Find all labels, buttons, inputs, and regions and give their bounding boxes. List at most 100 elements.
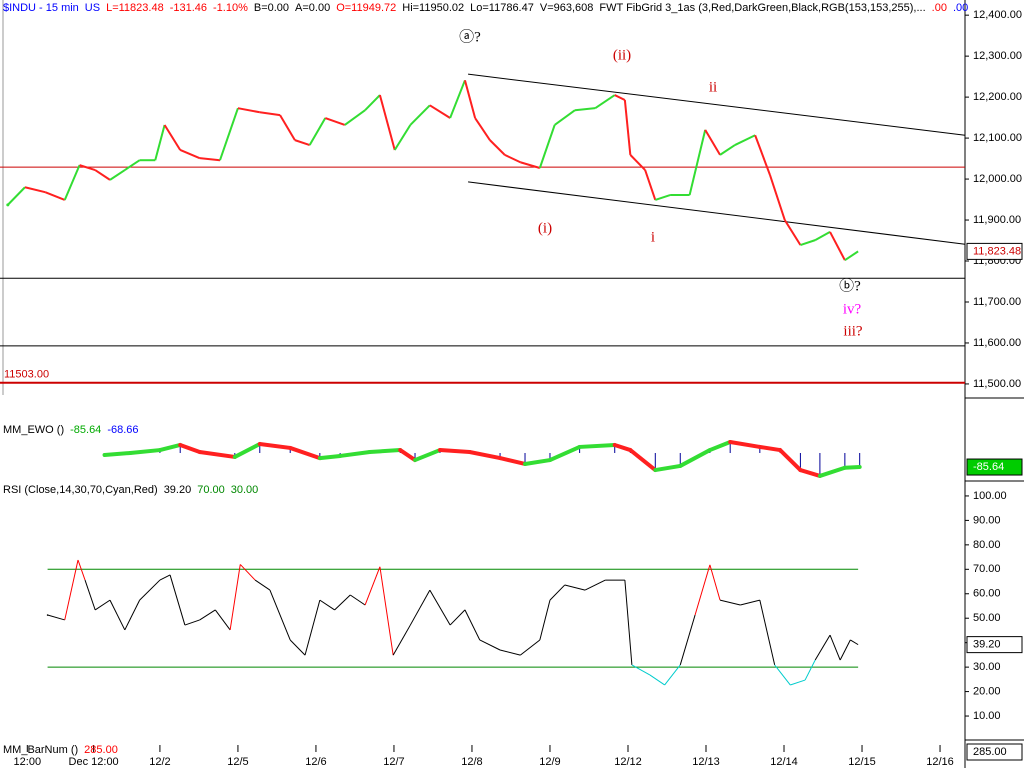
ewo-segment bbox=[778, 448, 803, 473]
rsi-segment bbox=[839, 639, 851, 661]
rsi-segment bbox=[214, 609, 231, 631]
rsi-segment bbox=[289, 639, 306, 656]
rsi-segment bbox=[584, 579, 606, 591]
y-tick-label: 20.00 bbox=[973, 685, 1001, 697]
level-label: 11503.00 bbox=[4, 369, 49, 381]
rsi-segment bbox=[829, 634, 841, 661]
header-item: MM_BarNum () bbox=[3, 744, 78, 756]
price-segment bbox=[378, 94, 396, 151]
rsi-segment bbox=[319, 599, 335, 611]
ewo-segment bbox=[678, 448, 712, 468]
rsi-segment bbox=[814, 634, 831, 661]
y-tick-label: 30.00 bbox=[973, 661, 1001, 673]
rsi-start bbox=[46, 614, 49, 616]
ewo-segment bbox=[653, 463, 683, 473]
y-tick-label: 60.00 bbox=[973, 588, 1001, 600]
price-segment bbox=[783, 219, 802, 246]
header-item: .00 bbox=[932, 2, 947, 14]
ewo-segment bbox=[157, 442, 183, 453]
rsi-segment bbox=[850, 639, 859, 646]
header-item: Hi=11950.02 bbox=[402, 2, 464, 14]
rsi-segment bbox=[479, 639, 501, 651]
x-tick-label: 12/8 bbox=[461, 756, 482, 768]
rsi-segment bbox=[719, 599, 741, 606]
rsi-segment bbox=[679, 614, 696, 666]
x-tick-label: 12/9 bbox=[539, 756, 560, 768]
ewo-segment bbox=[612, 442, 633, 453]
rsi-segment bbox=[349, 594, 366, 606]
ewo-segment bbox=[128, 448, 162, 456]
ewo-segment bbox=[467, 450, 503, 461]
ewo-segment bbox=[197, 450, 237, 459]
rsi-segment bbox=[124, 599, 141, 631]
y-tick-label: 12,400.00 bbox=[973, 9, 1022, 21]
price-segment bbox=[154, 124, 166, 161]
ewo-segment bbox=[757, 444, 783, 453]
header-item: -1.10% bbox=[213, 2, 248, 14]
price-segment bbox=[294, 139, 311, 147]
wave-label: (i) bbox=[538, 220, 552, 236]
rsi-segment bbox=[804, 659, 816, 681]
wave-label: ⓑ? bbox=[839, 277, 861, 294]
price-segment bbox=[800, 239, 816, 246]
rsi-segment bbox=[392, 624, 411, 656]
rsi-segment bbox=[139, 579, 161, 601]
price-segment bbox=[574, 107, 596, 112]
ewo-segment bbox=[178, 442, 202, 455]
value-box-label: 39.20 bbox=[973, 639, 1001, 651]
price-segment bbox=[554, 109, 576, 126]
rsi-segment bbox=[364, 566, 381, 606]
rsi-segment bbox=[549, 584, 566, 601]
price-segment bbox=[474, 117, 491, 141]
channel-line bbox=[468, 181, 966, 245]
header-item: Lo=11786.47 bbox=[470, 2, 534, 14]
rsi-segment bbox=[520, 639, 541, 656]
wave-label: iv? bbox=[843, 301, 862, 317]
header-item: A=0.00 bbox=[295, 2, 330, 14]
rsi-segment bbox=[740, 599, 760, 606]
price-segment bbox=[163, 124, 182, 151]
x-tick-label: 12/7 bbox=[383, 756, 404, 768]
rsi-segment bbox=[449, 609, 466, 626]
price-segment bbox=[344, 109, 366, 126]
rsi-segment bbox=[254, 579, 271, 591]
price-segment bbox=[24, 186, 46, 194]
price-segment bbox=[614, 94, 626, 101]
rsi-segment bbox=[464, 609, 481, 641]
rsi-segment bbox=[539, 599, 551, 641]
panel-header: $INDU - 15 min US L=11823.48 -131.46 -1.10% B… bbox=[3, 2, 968, 14]
rsi-segment bbox=[499, 649, 521, 656]
wave-label: iii? bbox=[843, 323, 863, 339]
rsi-segment bbox=[649, 674, 665, 686]
rsi-segment bbox=[199, 609, 216, 621]
rsi-segment bbox=[409, 589, 431, 626]
rsi-segment bbox=[774, 664, 791, 686]
price-segment bbox=[364, 94, 381, 111]
y-tick-label: 11,500.00 bbox=[973, 378, 1021, 390]
header-item: 39.20 bbox=[164, 484, 192, 496]
price-segment bbox=[704, 129, 721, 156]
ewo-segment bbox=[232, 441, 262, 459]
ewo-segment bbox=[257, 441, 293, 450]
y-tick-label: 12,000.00 bbox=[973, 173, 1022, 185]
price-segment bbox=[199, 157, 221, 162]
ewo-segment bbox=[398, 448, 418, 463]
ewo-segment bbox=[547, 444, 582, 463]
price-segment bbox=[734, 134, 756, 146]
y-tick-label: 10.00 bbox=[973, 710, 1001, 722]
rsi-segment bbox=[624, 580, 633, 665]
header-item: .00 bbox=[953, 2, 968, 14]
price-segment bbox=[769, 174, 786, 221]
ewo-segment bbox=[842, 465, 862, 470]
price-segment bbox=[324, 117, 346, 126]
x-tick-label: 12/14 bbox=[770, 756, 798, 768]
price-segment bbox=[79, 164, 96, 172]
rsi-segment bbox=[664, 664, 681, 686]
header-item: -85.64 bbox=[70, 424, 101, 436]
value-box bbox=[966, 743, 1023, 761]
rsi-segment bbox=[84, 579, 96, 611]
y-tick-label: 12,300.00 bbox=[973, 50, 1022, 62]
header-item: FWT FibGrid 3_1as (3,Red,DarkGreen,Black… bbox=[599, 2, 925, 14]
rsi-segment bbox=[77, 559, 86, 581]
price-segment bbox=[237, 107, 260, 114]
